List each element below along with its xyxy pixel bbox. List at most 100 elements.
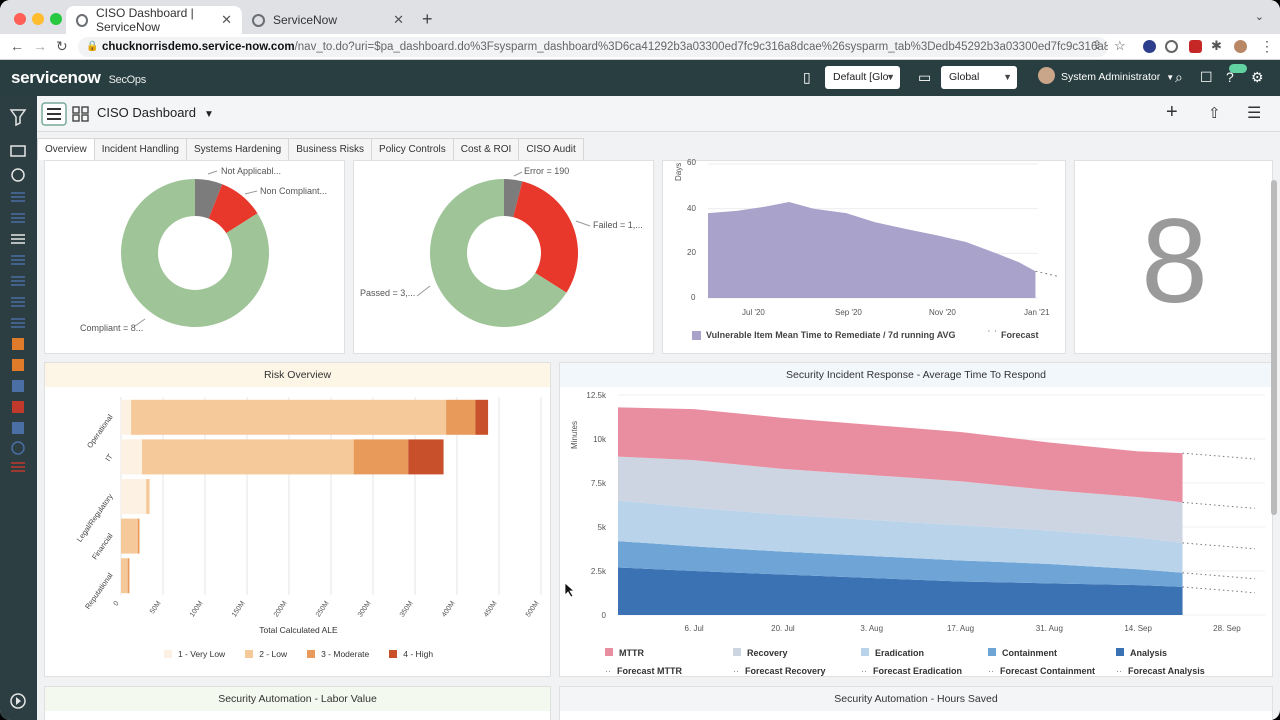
list-icon[interactable] [11, 276, 25, 286]
report-icon[interactable] [12, 401, 24, 413]
donut-slice[interactable] [513, 181, 578, 293]
browser-menu-icon[interactable]: ⋮ [1260, 38, 1274, 54]
donut-slice[interactable] [504, 179, 523, 218]
page-scrollbar[interactable] [1271, 180, 1277, 515]
bar-segment[interactable] [475, 399, 489, 435]
forward-arrow-icon[interactable]: → [33, 38, 47, 54]
help-icon[interactable]: ? [1226, 69, 1234, 85]
domain-picker-icon[interactable]: ▯ [803, 69, 811, 85]
share-icon[interactable]: ⇪ [1092, 38, 1103, 52]
folder-icon[interactable] [10, 145, 26, 157]
legend-entry[interactable]: 3 - Moderate [307, 649, 369, 659]
list-icon[interactable] [11, 255, 25, 265]
extension-icon[interactable] [1189, 40, 1202, 53]
area-series[interactable] [618, 541, 1183, 587]
reload-icon[interactable]: ↻ [56, 38, 68, 54]
back-arrow-icon[interactable]: ← [10, 38, 24, 54]
url-field[interactable]: 🔒 chucknorrisdemo.service-now.com/nav_to… [78, 37, 1108, 57]
legend-entry-eradication[interactable]: Eradication ·· Forecast Eradication [861, 648, 963, 676]
bar-segment[interactable] [121, 518, 138, 554]
legend-entry[interactable]: 1 - Very Low [163, 649, 225, 659]
bar-segment[interactable] [121, 558, 128, 594]
search-icon[interactable]: ⌕ [1175, 69, 1183, 85]
donut-slice[interactable] [430, 179, 567, 327]
legend-entry-mttr[interactable]: MTTR ·· Forecast MTTR [605, 648, 683, 676]
bar-segment[interactable] [121, 399, 132, 435]
minimize-window-button[interactable] [32, 13, 44, 25]
filter-icon[interactable] [9, 109, 27, 127]
legend-entry-containment[interactable]: Containment ·· Forecast Containment [988, 648, 1096, 676]
chevron-down-icon[interactable]: ⌄ [1254, 11, 1264, 23]
domain-select[interactable]: Default [Glo ▼ [825, 66, 900, 89]
donut-slice[interactable] [120, 179, 270, 327]
area-series[interactable] [708, 201, 1036, 298]
bar-segment[interactable] [408, 439, 444, 475]
tab-policy-controls[interactable]: Policy Controls [371, 138, 454, 160]
bar-segment[interactable] [137, 518, 140, 554]
tab-business-risks[interactable]: Business Risks [288, 138, 373, 160]
legend-entry-recovery[interactable]: Recovery ·· Forecast Recovery [733, 648, 826, 676]
tab-ciso-audit[interactable]: CISO Audit [518, 138, 584, 160]
list-icon[interactable] [11, 213, 25, 223]
bar-segment[interactable] [127, 558, 130, 594]
grid-view-icon[interactable] [72, 106, 89, 122]
browser-tab-ciso[interactable]: CISO Dashboard | ServiceNow ✕ [66, 6, 242, 34]
bookmark-star-icon[interactable]: ☆ [1114, 38, 1126, 53]
legend-entry[interactable]: 4 - High [389, 649, 433, 659]
bar-segment[interactable] [446, 399, 476, 435]
maximize-window-button[interactable] [50, 13, 62, 25]
gear-icon[interactable]: ⚙ [1251, 69, 1264, 85]
dashboard-title[interactable]: CISO Dashboard ▼ [97, 105, 214, 120]
extension-icon[interactable] [1143, 40, 1156, 53]
report-icon[interactable] [12, 359, 24, 371]
new-tab-icon[interactable]: + [422, 9, 433, 29]
settings-sliders-icon[interactable]: ☰ [1247, 105, 1262, 122]
bar-segment[interactable] [121, 479, 147, 514]
bar-segment[interactable] [353, 439, 409, 475]
play-icon[interactable] [10, 693, 26, 709]
legend-entry[interactable]: Forecast [1001, 330, 1039, 340]
bar-segment[interactable] [146, 479, 150, 514]
close-tab-icon[interactable]: ✕ [393, 12, 404, 27]
tab-overview[interactable]: Overview [37, 138, 95, 160]
list-icon[interactable] [11, 297, 25, 307]
bar-segment[interactable] [121, 439, 142, 475]
list-icon[interactable] [11, 234, 25, 244]
share-icon[interactable]: ⇧ [1208, 105, 1221, 122]
close-window-button[interactable] [14, 13, 26, 25]
report-icon[interactable] [12, 422, 24, 434]
tab-cost-roi[interactable]: Cost & ROI [452, 138, 520, 160]
bar-segment[interactable] [131, 399, 447, 435]
score-value[interactable]: 8 [1141, 194, 1208, 328]
report-icon[interactable] [12, 338, 24, 350]
report-icon[interactable] [12, 380, 24, 392]
extension-icon[interactable] [1165, 40, 1178, 53]
puzzle-extensions-icon[interactable]: ✱ [1211, 38, 1222, 53]
info-icon[interactable] [11, 441, 25, 455]
area-series[interactable] [618, 567, 1183, 615]
user-menu[interactable]: System Administrator ▼ [1038, 67, 1174, 84]
servicenow-logo[interactable]: servicenow SecOps [11, 68, 146, 88]
area-series[interactable] [618, 456, 1183, 543]
donut-slice[interactable] [208, 184, 258, 234]
legend-entry[interactable]: 2 - Low [245, 649, 287, 659]
update-set-icon[interactable]: ▭ [918, 69, 932, 85]
tab-systems-hardening[interactable]: Systems Hardening [185, 138, 290, 160]
close-tab-icon[interactable]: ✕ [221, 12, 232, 27]
legend-entry[interactable]: Vulnerable Item Mean Time to Remediate /… [706, 330, 956, 340]
bar-segment[interactable] [142, 439, 354, 475]
area-series[interactable] [618, 500, 1183, 573]
browser-tab-servicenow[interactable]: ServiceNow ✕ [242, 6, 414, 34]
scope-select[interactable]: Global ▼ [941, 66, 1017, 89]
donut-slice[interactable] [195, 179, 223, 219]
area-series[interactable] [618, 407, 1183, 503]
chat-icon[interactable]: ☐ [1200, 69, 1213, 85]
legend-entry-analysis[interactable]: Analysis ·· Forecast Analysis [1116, 648, 1205, 676]
add-widget-icon[interactable]: + [1166, 101, 1178, 123]
info-icon[interactable] [11, 168, 25, 182]
list-icon[interactable] [11, 192, 25, 202]
list-icon[interactable] [11, 318, 25, 328]
list-icon[interactable] [11, 462, 25, 472]
profile-avatar-icon[interactable] [1234, 40, 1247, 53]
tab-incident-handling[interactable]: Incident Handling [93, 138, 187, 160]
